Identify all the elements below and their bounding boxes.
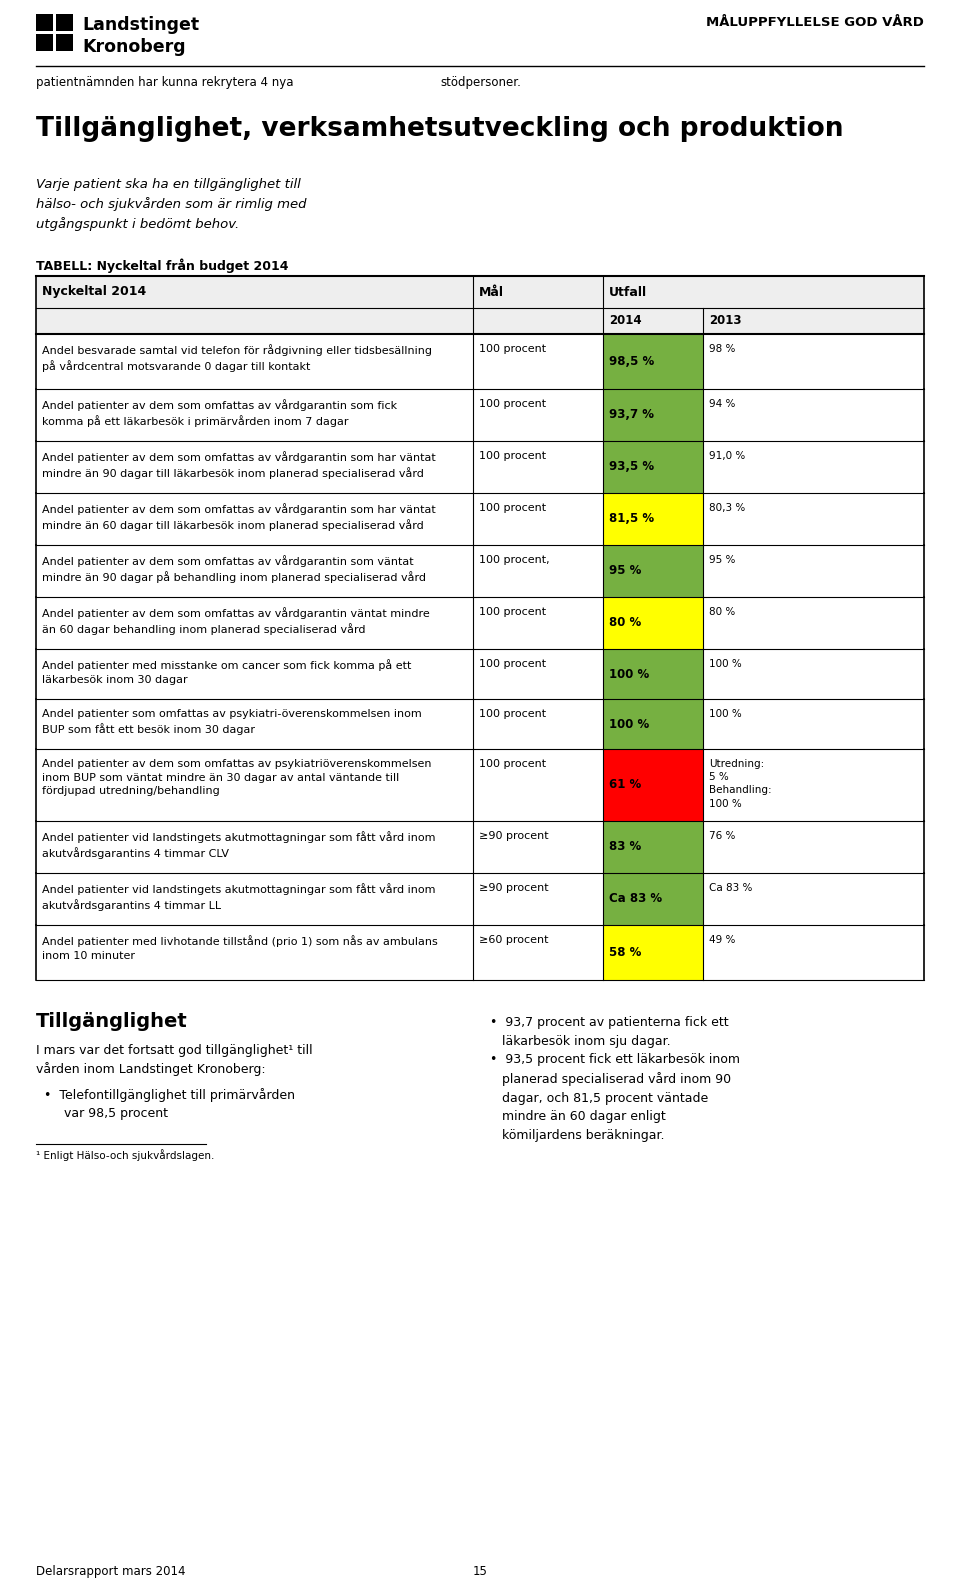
Text: Andel patienter vid landstingets akutmottagningar som fått vård inom
akutvårdsga: Andel patienter vid landstingets akutmot… [42, 832, 436, 859]
Text: 15: 15 [472, 1566, 488, 1578]
Text: 81,5 %: 81,5 % [609, 512, 654, 525]
Bar [603, 820, 703, 873]
Text: 80 %: 80 % [709, 606, 735, 618]
Text: 2013: 2013 [709, 314, 741, 327]
Text: 80 %: 80 % [609, 616, 641, 629]
Text: 76 %: 76 % [709, 832, 735, 841]
Text: Andel patienter av dem som omfattas av vårdgarantin som har väntat
mindre än 60 : Andel patienter av dem som omfattas av v… [42, 503, 436, 531]
Text: 61 %: 61 % [609, 779, 641, 792]
Text: Andel patienter med misstanke om cancer som fick komma på ett
läkarbesök inom 30: Andel patienter med misstanke om cancer … [42, 659, 412, 685]
Text: Ca 83 %: Ca 83 % [609, 892, 662, 905]
Bar [36, 14, 53, 30]
Text: I mars var det fortsatt god tillgänglighet¹ till
vården inom Landstinget Kronobe: I mars var det fortsatt god tillgängligh… [36, 1044, 313, 1076]
Text: Andel patienter av dem som omfattas av vårdgarantin väntat mindre
än 60 dagar be: Andel patienter av dem som omfattas av v… [42, 606, 430, 635]
Text: 49 %: 49 % [709, 935, 735, 945]
Bar [603, 926, 703, 980]
Text: Andel patienter vid landstingets akutmottagningar som fått vård inom
akutvårdsga: Andel patienter vid landstingets akutmot… [42, 883, 436, 911]
Text: 98,5 %: 98,5 % [609, 354, 655, 369]
Text: 100 procent: 100 procent [479, 659, 546, 669]
Bar [603, 749, 703, 820]
Text: 100 %: 100 % [709, 659, 742, 669]
Text: stödpersoner.: stödpersoner. [440, 77, 521, 89]
Text: Andel patienter med livhotande tillstånd (prio 1) som nås av ambulans
inom 10 mi: Andel patienter med livhotande tillstånd… [42, 935, 438, 961]
Text: Utredning:
5 %
Behandling:
100 %: Utredning: 5 % Behandling: 100 % [709, 760, 772, 809]
Text: 100 procent: 100 procent [479, 606, 546, 618]
Bar [56, 14, 73, 30]
Text: Andel patienter av dem som omfattas av vårdgarantin som har väntat
mindre än 90 : Andel patienter av dem som omfattas av v… [42, 452, 436, 479]
Text: 100 procent: 100 procent [479, 452, 546, 461]
Bar [603, 650, 703, 699]
Text: ≥60 procent: ≥60 procent [479, 935, 548, 945]
Bar [36, 276, 924, 308]
Text: Varje patient ska ha en tillgänglighet till
hälso- och sjukvården som är rimlig : Varje patient ska ha en tillgänglighet t… [36, 179, 306, 231]
Text: 93,7 %: 93,7 % [609, 409, 654, 421]
Text: Andel patienter av dem som omfattas av psykiatriöverenskommelsen
inom BUP som vä: Andel patienter av dem som omfattas av p… [42, 760, 431, 796]
Text: Tillgänglighet: Tillgänglighet [36, 1012, 188, 1031]
Bar [36, 597, 924, 650]
Text: Landstinget: Landstinget [82, 16, 199, 34]
Bar [36, 389, 924, 440]
Text: ¹ Enligt Hälso-och sjukvårdslagen.: ¹ Enligt Hälso-och sjukvårdslagen. [36, 1149, 214, 1160]
Text: 100 %: 100 % [609, 718, 649, 731]
Bar [603, 334, 703, 389]
Text: ≥90 procent: ≥90 procent [479, 883, 548, 894]
Bar [36, 34, 53, 51]
Text: Andel patienter som omfattas av psykiatri-överenskommelsen inom
BUP som fått ett: Andel patienter som omfattas av psykiatr… [42, 709, 421, 736]
Text: Andel besvarade samtal vid telefon för rådgivning eller tidsbesällning
på vårdce: Andel besvarade samtal vid telefon för r… [42, 345, 432, 372]
Text: Mål: Mål [479, 286, 504, 298]
Text: TABELL: Nyckeltal från budget 2014: TABELL: Nyckeltal från budget 2014 [36, 259, 289, 273]
Text: 100 %: 100 % [609, 667, 649, 680]
Bar [603, 873, 703, 926]
Text: •  93,7 procent av patienterna fick ett
   läkarbesök inom sju dagar.
•  93,5 pr: • 93,7 procent av patienterna fick ett l… [490, 1017, 740, 1141]
Text: Tillgänglighet, verksamhetsutveckling och produktion: Tillgänglighet, verksamhetsutveckling oc… [36, 117, 844, 142]
Text: 100 procent: 100 procent [479, 345, 546, 354]
Bar [36, 699, 924, 749]
Text: 100 %: 100 % [709, 709, 742, 720]
Text: Utfall: Utfall [609, 286, 647, 298]
Text: Ca 83 %: Ca 83 % [709, 883, 753, 894]
Text: 83 %: 83 % [609, 841, 641, 854]
Bar [36, 334, 924, 389]
Bar [36, 749, 924, 820]
Bar [603, 389, 703, 440]
Text: Andel patienter av dem som omfattas av vårdgarantin som fick
komma på ett läkarb: Andel patienter av dem som omfattas av v… [42, 399, 397, 428]
Text: 95 %: 95 % [609, 565, 641, 578]
Bar [603, 440, 703, 493]
Text: 95 %: 95 % [709, 555, 735, 565]
Bar [56, 34, 73, 51]
Text: Delarsrapport mars 2014: Delarsrapport mars 2014 [36, 1566, 185, 1578]
Bar [36, 926, 924, 980]
Text: MÅLUPPFYLLELSE GOD VÅRD: MÅLUPPFYLLELSE GOD VÅRD [707, 16, 924, 29]
Text: 100 procent,: 100 procent, [479, 555, 550, 565]
Text: Kronoberg: Kronoberg [82, 38, 185, 56]
Text: 98 %: 98 % [709, 345, 735, 354]
Text: 100 procent: 100 procent [479, 709, 546, 720]
Bar [36, 440, 924, 493]
Bar [36, 544, 924, 597]
Text: 100 procent: 100 procent [479, 760, 546, 769]
Text: 91,0 %: 91,0 % [709, 452, 745, 461]
Bar [36, 820, 924, 873]
Text: 100 procent: 100 procent [479, 503, 546, 512]
Text: 2014: 2014 [609, 314, 641, 327]
Text: 58 %: 58 % [609, 946, 641, 959]
Text: •  Telefontillgänglighet till primärvården
     var 98,5 procent: • Telefontillgänglighet till primärvårde… [44, 1088, 295, 1120]
Text: Andel patienter av dem som omfattas av vårdgarantin som väntat
mindre än 90 daga: Andel patienter av dem som omfattas av v… [42, 555, 426, 583]
Text: patientnämnden har kunna rekrytera 4 nya: patientnämnden har kunna rekrytera 4 nya [36, 77, 294, 89]
Bar [603, 597, 703, 650]
Bar [36, 493, 924, 544]
Bar [36, 873, 924, 926]
Text: 93,5 %: 93,5 % [609, 461, 654, 474]
Text: 100 procent: 100 procent [479, 399, 546, 409]
Text: Nyckeltal 2014: Nyckeltal 2014 [42, 286, 146, 298]
Bar [603, 699, 703, 749]
Bar [36, 650, 924, 699]
Text: 94 %: 94 % [709, 399, 735, 409]
Text: 80,3 %: 80,3 % [709, 503, 745, 512]
Text: ≥90 procent: ≥90 procent [479, 832, 548, 841]
Bar [603, 493, 703, 544]
Bar [36, 308, 924, 334]
Bar [603, 544, 703, 597]
